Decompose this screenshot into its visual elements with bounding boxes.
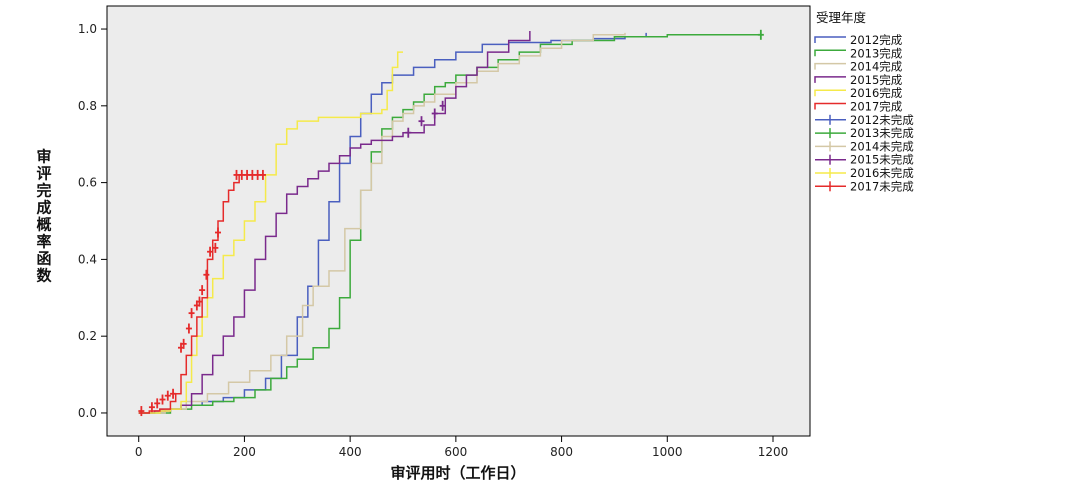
y-tick-label: 1.0 <box>78 22 97 36</box>
x-axis-title: 审评用时（工作日） <box>390 464 525 482</box>
legend-swatch <box>814 76 846 83</box>
legend-swatch <box>814 49 846 57</box>
legend-label: 2016未完成 <box>850 166 914 180</box>
legend-label: 2017未完成 <box>850 179 914 193</box>
series-line <box>138 51 403 414</box>
legend-label: 2014完成 <box>850 60 903 74</box>
series-line <box>138 174 266 414</box>
y-tick-label: 0.8 <box>78 99 97 113</box>
legend-title: 受理年度 <box>816 10 867 25</box>
legend-label: 2017完成 <box>850 100 903 114</box>
y-axis-title: 审评完成概率函数 <box>36 148 52 285</box>
censor-layer <box>138 29 764 417</box>
series-line <box>138 32 626 414</box>
legend-label: 2013完成 <box>850 46 903 60</box>
y-tick-label: 0.4 <box>78 252 97 266</box>
legend-swatch <box>814 102 846 110</box>
y-tick-label: 0.0 <box>78 406 97 420</box>
x-tick-label: 600 <box>444 445 467 459</box>
legend-swatch <box>814 62 846 70</box>
legend-label: 2015未完成 <box>850 153 914 167</box>
x-tick-label: 1000 <box>652 445 683 459</box>
legend-swatch <box>814 36 846 43</box>
axes: 0 200 400 600 800 1000 1200 0.0 0.2 0.4 0.6 0.8 1.0 <box>78 22 788 459</box>
series-line <box>138 30 531 414</box>
x-tick-label: 400 <box>339 445 362 459</box>
x-tick-label: 1200 <box>758 445 789 459</box>
legend-label: 2016完成 <box>850 86 903 100</box>
legend-label: 2014未完成 <box>850 139 914 153</box>
x-tick-label: 200 <box>233 445 256 459</box>
legend-label: 2012完成 <box>850 33 903 47</box>
legend-label: 2015完成 <box>850 73 903 87</box>
y-tick-label: 0.2 <box>78 329 97 343</box>
series-layer <box>138 30 763 414</box>
legend-swatch <box>814 89 846 97</box>
plot-area <box>106 5 811 437</box>
y-tick-label: 0.6 <box>78 176 97 190</box>
x-tick-label: 0 <box>135 445 143 459</box>
x-tick-label: 800 <box>550 445 573 459</box>
legend-label: 2012未完成 <box>850 113 914 127</box>
legend: 受理年度 2012完成2013完成2014完成2015完成2016完成2017完成… <box>814 10 914 193</box>
legend-label: 2013未完成 <box>850 126 914 140</box>
